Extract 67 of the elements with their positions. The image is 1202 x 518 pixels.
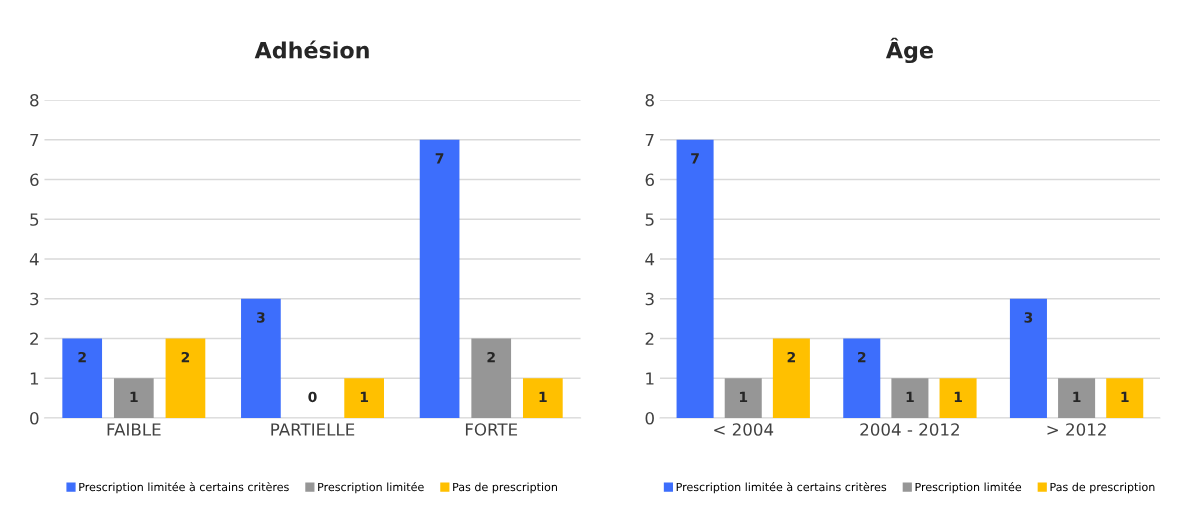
y-tick-label: 4 <box>29 253 39 266</box>
data-label: 2 <box>181 351 190 363</box>
data-label: 2 <box>787 351 796 363</box>
y-tick-label: 7 <box>645 133 654 147</box>
x-tick-label: < 2004 <box>714 423 774 436</box>
bar <box>772 338 810 419</box>
x-tick-label: FORTE <box>465 423 518 436</box>
legend-label: Pas de prescription <box>453 482 557 494</box>
y-tick-label: 8 <box>30 93 39 107</box>
y-tick-label: 1 <box>30 372 39 385</box>
data-label: 1 <box>130 391 138 402</box>
bar <box>62 338 103 419</box>
bar <box>241 298 281 419</box>
data-label: 3 <box>256 312 265 323</box>
legend-label: Prescription limitée à certains critères <box>79 482 289 494</box>
bar <box>676 139 714 419</box>
bar <box>344 378 384 419</box>
y-tick-label: 3 <box>30 292 39 306</box>
bar <box>471 338 512 419</box>
data-label: 2 <box>858 351 866 363</box>
y-tick-label: 5 <box>645 213 654 226</box>
data-label: 7 <box>435 153 444 164</box>
data-label: 2 <box>487 351 495 363</box>
data-label: 3 <box>1024 312 1033 323</box>
data-label: 1 <box>1121 391 1129 402</box>
bar <box>724 378 762 419</box>
bar <box>1009 298 1047 419</box>
bar <box>113 378 154 419</box>
chart-title: Adhésion <box>254 40 369 59</box>
x-tick-label: PARTIELLE <box>271 423 355 436</box>
legend-label: Prescription limitée <box>915 482 1022 494</box>
legend-label: Prescription limitée à certains critères <box>676 482 887 494</box>
y-tick-label: 3 <box>645 292 654 306</box>
y-tick-label: 8 <box>645 93 654 107</box>
data-label: 1 <box>739 391 748 402</box>
data-label: 1 <box>1073 391 1081 402</box>
bar <box>843 338 881 419</box>
y-tick-label: 0 <box>30 411 39 425</box>
data-label: 0 <box>308 391 317 403</box>
x-tick-label: FAIBLE <box>107 423 161 436</box>
y-tick-label: 1 <box>646 372 654 385</box>
data-label: 1 <box>906 391 914 402</box>
bar <box>939 378 977 419</box>
data-label: 1 <box>954 391 962 402</box>
bar <box>165 338 206 419</box>
y-tick-label: 5 <box>30 213 39 226</box>
data-label: 1 <box>539 391 547 402</box>
y-tick-label: 6 <box>30 173 39 187</box>
legend-label: Pas de prescription <box>1050 482 1155 494</box>
y-tick-label: 7 <box>30 133 39 147</box>
y-tick-label: 4 <box>645 253 655 266</box>
bar <box>891 378 929 419</box>
bar <box>1058 378 1096 419</box>
y-tick-label: 6 <box>645 173 654 187</box>
data-label: 2 <box>78 351 86 363</box>
chart-title: Âge <box>885 37 933 64</box>
bar <box>419 139 460 419</box>
y-tick-label: 2 <box>30 332 38 345</box>
y-tick-label: 2 <box>645 332 654 345</box>
legend-label: Prescription limitée <box>318 482 424 494</box>
data-label: 1 <box>360 391 369 402</box>
x-tick-label: > 2012 <box>1047 423 1106 436</box>
x-tick-label: 2004 - 2012 <box>860 423 959 436</box>
bar <box>1106 378 1144 419</box>
y-tick-label: 0 <box>645 411 654 425</box>
bar <box>522 378 563 419</box>
data-label: 7 <box>691 153 699 164</box>
